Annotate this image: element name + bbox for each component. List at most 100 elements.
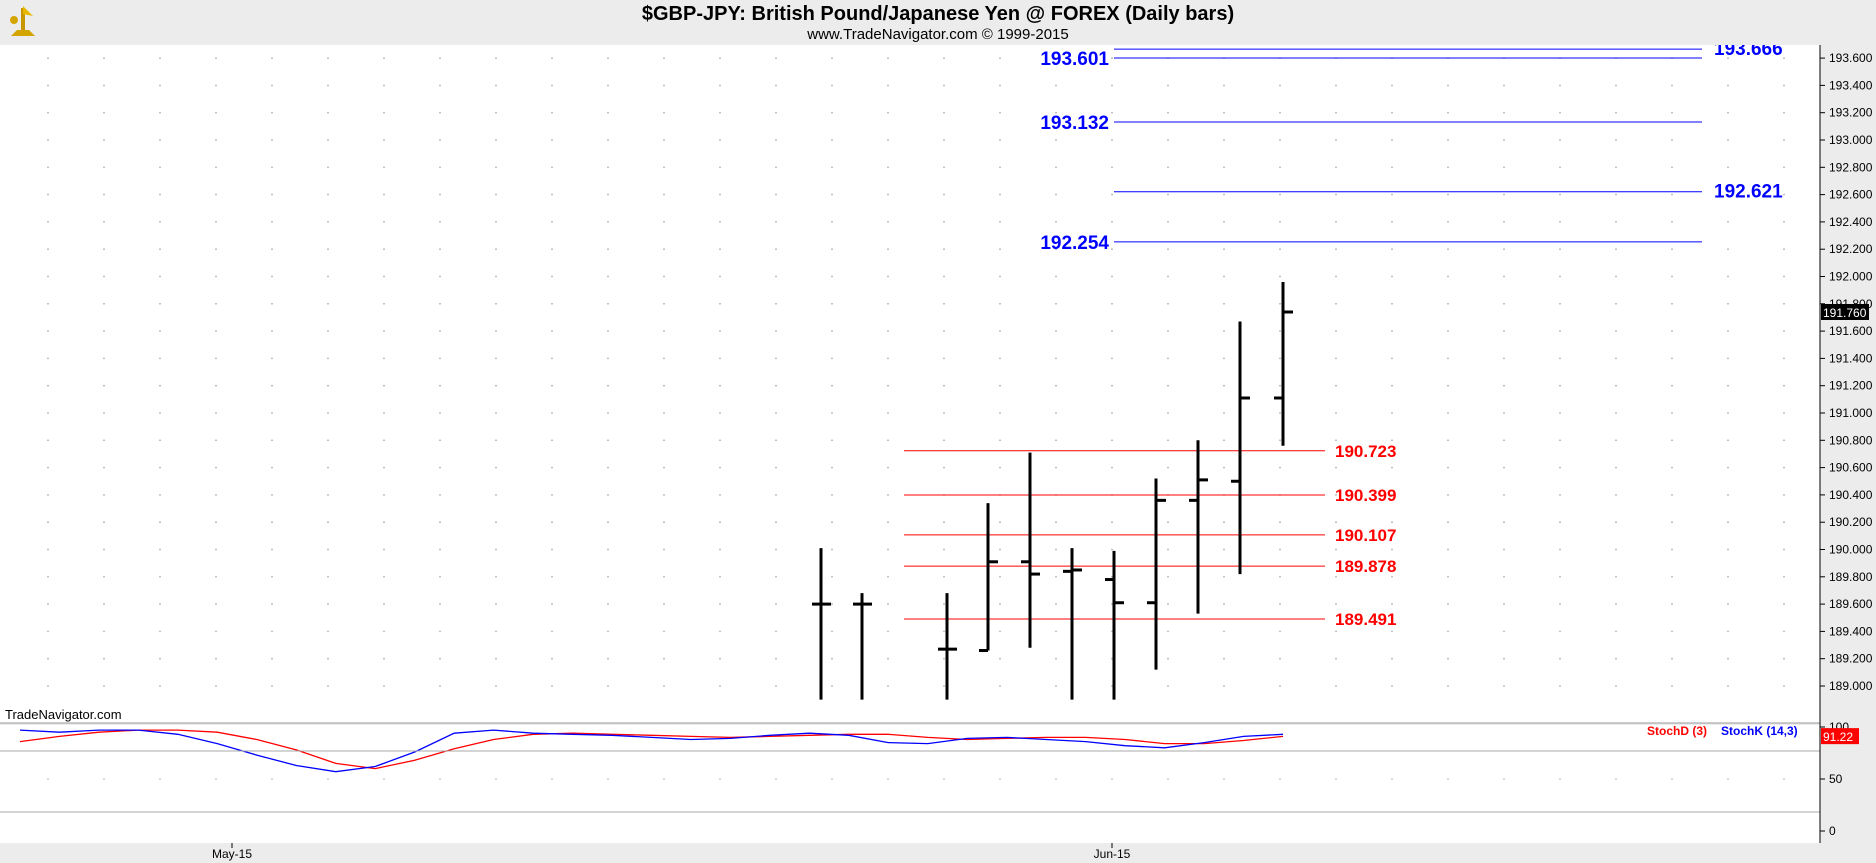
grid-dot <box>327 603 329 605</box>
grid-dot <box>663 466 665 469</box>
grid-dot <box>47 84 49 87</box>
grid-dot <box>1559 166 1561 169</box>
grid-dot <box>831 111 833 114</box>
grid-dot <box>1447 221 1449 223</box>
grid-dot <box>159 603 161 605</box>
grid-dot <box>327 657 329 660</box>
grid-dot <box>1671 548 1673 551</box>
grid-dot <box>719 521 721 524</box>
grid-dot <box>327 302 329 305</box>
grid-dot <box>103 548 105 551</box>
grid-dot <box>943 302 945 305</box>
grid-dot <box>495 221 497 223</box>
price-tick-label: 192.600 <box>1829 188 1873 202</box>
grid-dot <box>831 384 833 387</box>
grid-dot <box>663 275 665 278</box>
grid-dot <box>1503 166 1505 169</box>
grid-dot <box>1671 466 1673 469</box>
grid-dot <box>719 384 721 387</box>
grid-dot <box>439 57 441 59</box>
grid-dot <box>1111 166 1113 169</box>
grid-dot <box>663 521 665 524</box>
grid-dot <box>1615 84 1617 87</box>
grid-dot <box>159 166 161 169</box>
grid-dot <box>103 275 105 278</box>
grid-dot <box>159 685 161 687</box>
grid-dot <box>1391 439 1393 442</box>
grid-dot <box>607 275 609 278</box>
grid-dot <box>215 778 217 780</box>
grid-dot <box>47 575 49 578</box>
grid-dot <box>943 139 945 141</box>
grid-dot <box>1167 575 1169 578</box>
grid-dot <box>1727 439 1729 442</box>
chart-title: $GBP-JPY: British Pound/Japanese Yen @ F… <box>641 3 1235 25</box>
grid-dot <box>1111 221 1113 223</box>
grid-dot <box>775 193 777 196</box>
grid-dot <box>215 302 217 305</box>
grid-dot <box>1055 412 1057 414</box>
price-tick-label: 192.200 <box>1829 242 1873 256</box>
grid-dot <box>831 57 833 59</box>
grid-dot <box>831 166 833 169</box>
grid-dot <box>1055 685 1057 687</box>
grid-dot <box>1671 275 1673 278</box>
grid-dot <box>215 193 217 196</box>
grid-dot <box>439 221 441 223</box>
grid-dot <box>159 84 161 87</box>
grid-dot <box>327 630 329 633</box>
grid-dot <box>1503 330 1505 332</box>
grid-dot <box>719 630 721 633</box>
grid-dot <box>327 139 329 141</box>
grid-dot <box>439 302 441 305</box>
grid-dot <box>439 630 441 633</box>
grid-dot <box>47 384 49 387</box>
grid-dot <box>383 57 385 59</box>
grid-dot <box>1447 302 1449 305</box>
grid-dot <box>159 548 161 551</box>
grid-dot <box>1055 111 1057 114</box>
grid-dot <box>551 357 553 360</box>
grid-dot <box>1727 275 1729 278</box>
grid-dot <box>439 575 441 578</box>
grid-dot <box>1223 439 1225 442</box>
stochastic-series-line <box>19 729 1284 773</box>
grid-dot <box>271 657 273 660</box>
grid-dot <box>1335 275 1337 278</box>
grid-dot <box>1671 111 1673 114</box>
price-tick-label: 190.000 <box>1829 543 1873 557</box>
grid-dot <box>215 357 217 360</box>
stochastic-lines <box>19 729 1284 773</box>
grid-dot <box>271 384 273 387</box>
grid-dot <box>551 221 553 223</box>
grid-dot <box>1671 330 1673 332</box>
grid-dot <box>887 657 889 660</box>
grid-dot <box>159 139 161 141</box>
grid-dot <box>719 57 721 59</box>
grid-dot <box>327 466 329 469</box>
grid-dot <box>495 494 497 496</box>
grid-dot <box>439 275 441 278</box>
grid-dot <box>551 412 553 414</box>
grid-dot <box>551 330 553 332</box>
legend-stochd: StochD (3) <box>1647 724 1707 738</box>
grid-dot <box>1447 357 1449 360</box>
grid-dot <box>607 521 609 524</box>
grid-dot <box>215 494 217 496</box>
grid-dot <box>943 193 945 196</box>
grid-dot <box>159 193 161 196</box>
grid-dot <box>1447 248 1449 251</box>
grid-dot <box>495 685 497 687</box>
grid-dot <box>999 384 1001 387</box>
grid-dot <box>999 221 1001 223</box>
grid-dot <box>159 330 161 332</box>
grid-dot <box>1055 778 1057 780</box>
grid-dot <box>775 657 777 660</box>
grid-dot <box>1335 685 1337 687</box>
grid-dot <box>1447 330 1449 332</box>
grid-dot <box>999 778 1001 780</box>
price-bars <box>812 281 1293 700</box>
grid-dot <box>439 193 441 196</box>
grid-dot <box>943 111 945 114</box>
